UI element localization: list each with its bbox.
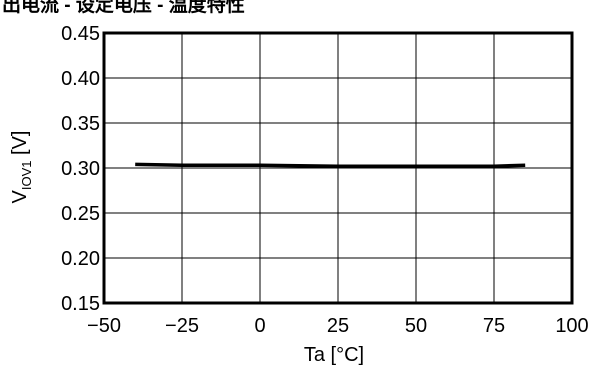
x-tick-label: 50 <box>405 315 427 337</box>
y-axis-label-sub: IOV1 <box>19 161 34 191</box>
chart-title-partial: 出电流 - 设定电压 - 温度特性 <box>2 0 245 16</box>
series-group <box>135 162 526 168</box>
y-tick-label: 0.35 <box>61 113 100 135</box>
x-tick-label: 100 <box>555 315 588 337</box>
y-tick-label: 0.15 <box>61 293 100 315</box>
x-tick-label: 75 <box>483 315 505 337</box>
y-tick-label: 0.30 <box>61 158 100 180</box>
x-tick-label: 25 <box>327 315 349 337</box>
plot-frame <box>102 31 574 305</box>
y-tick-label: 0.40 <box>61 68 100 90</box>
x-tick-labels: −50 −25 0 25 50 75 100 <box>87 315 589 337</box>
y-tick-label: 0.45 <box>61 23 100 45</box>
y-axis-label: VIOV1 [V] <box>9 131 34 204</box>
y-tick-label: 0.20 <box>61 248 100 270</box>
x-axis-label: Ta [°C] <box>304 344 364 366</box>
y-tick-label: 0.25 <box>61 203 100 225</box>
grid-lines <box>104 33 572 303</box>
y-tick-labels: 0.15 0.20 0.25 0.30 0.35 0.40 0.45 <box>61 23 100 315</box>
y-axis-label-unit: [V] <box>9 131 31 161</box>
y-axis-label-main: V <box>9 189 31 203</box>
series-line <box>135 162 526 168</box>
x-tick-label: −50 <box>87 315 121 337</box>
x-tick-label: 0 <box>254 315 265 337</box>
x-tick-label: −25 <box>165 315 199 337</box>
